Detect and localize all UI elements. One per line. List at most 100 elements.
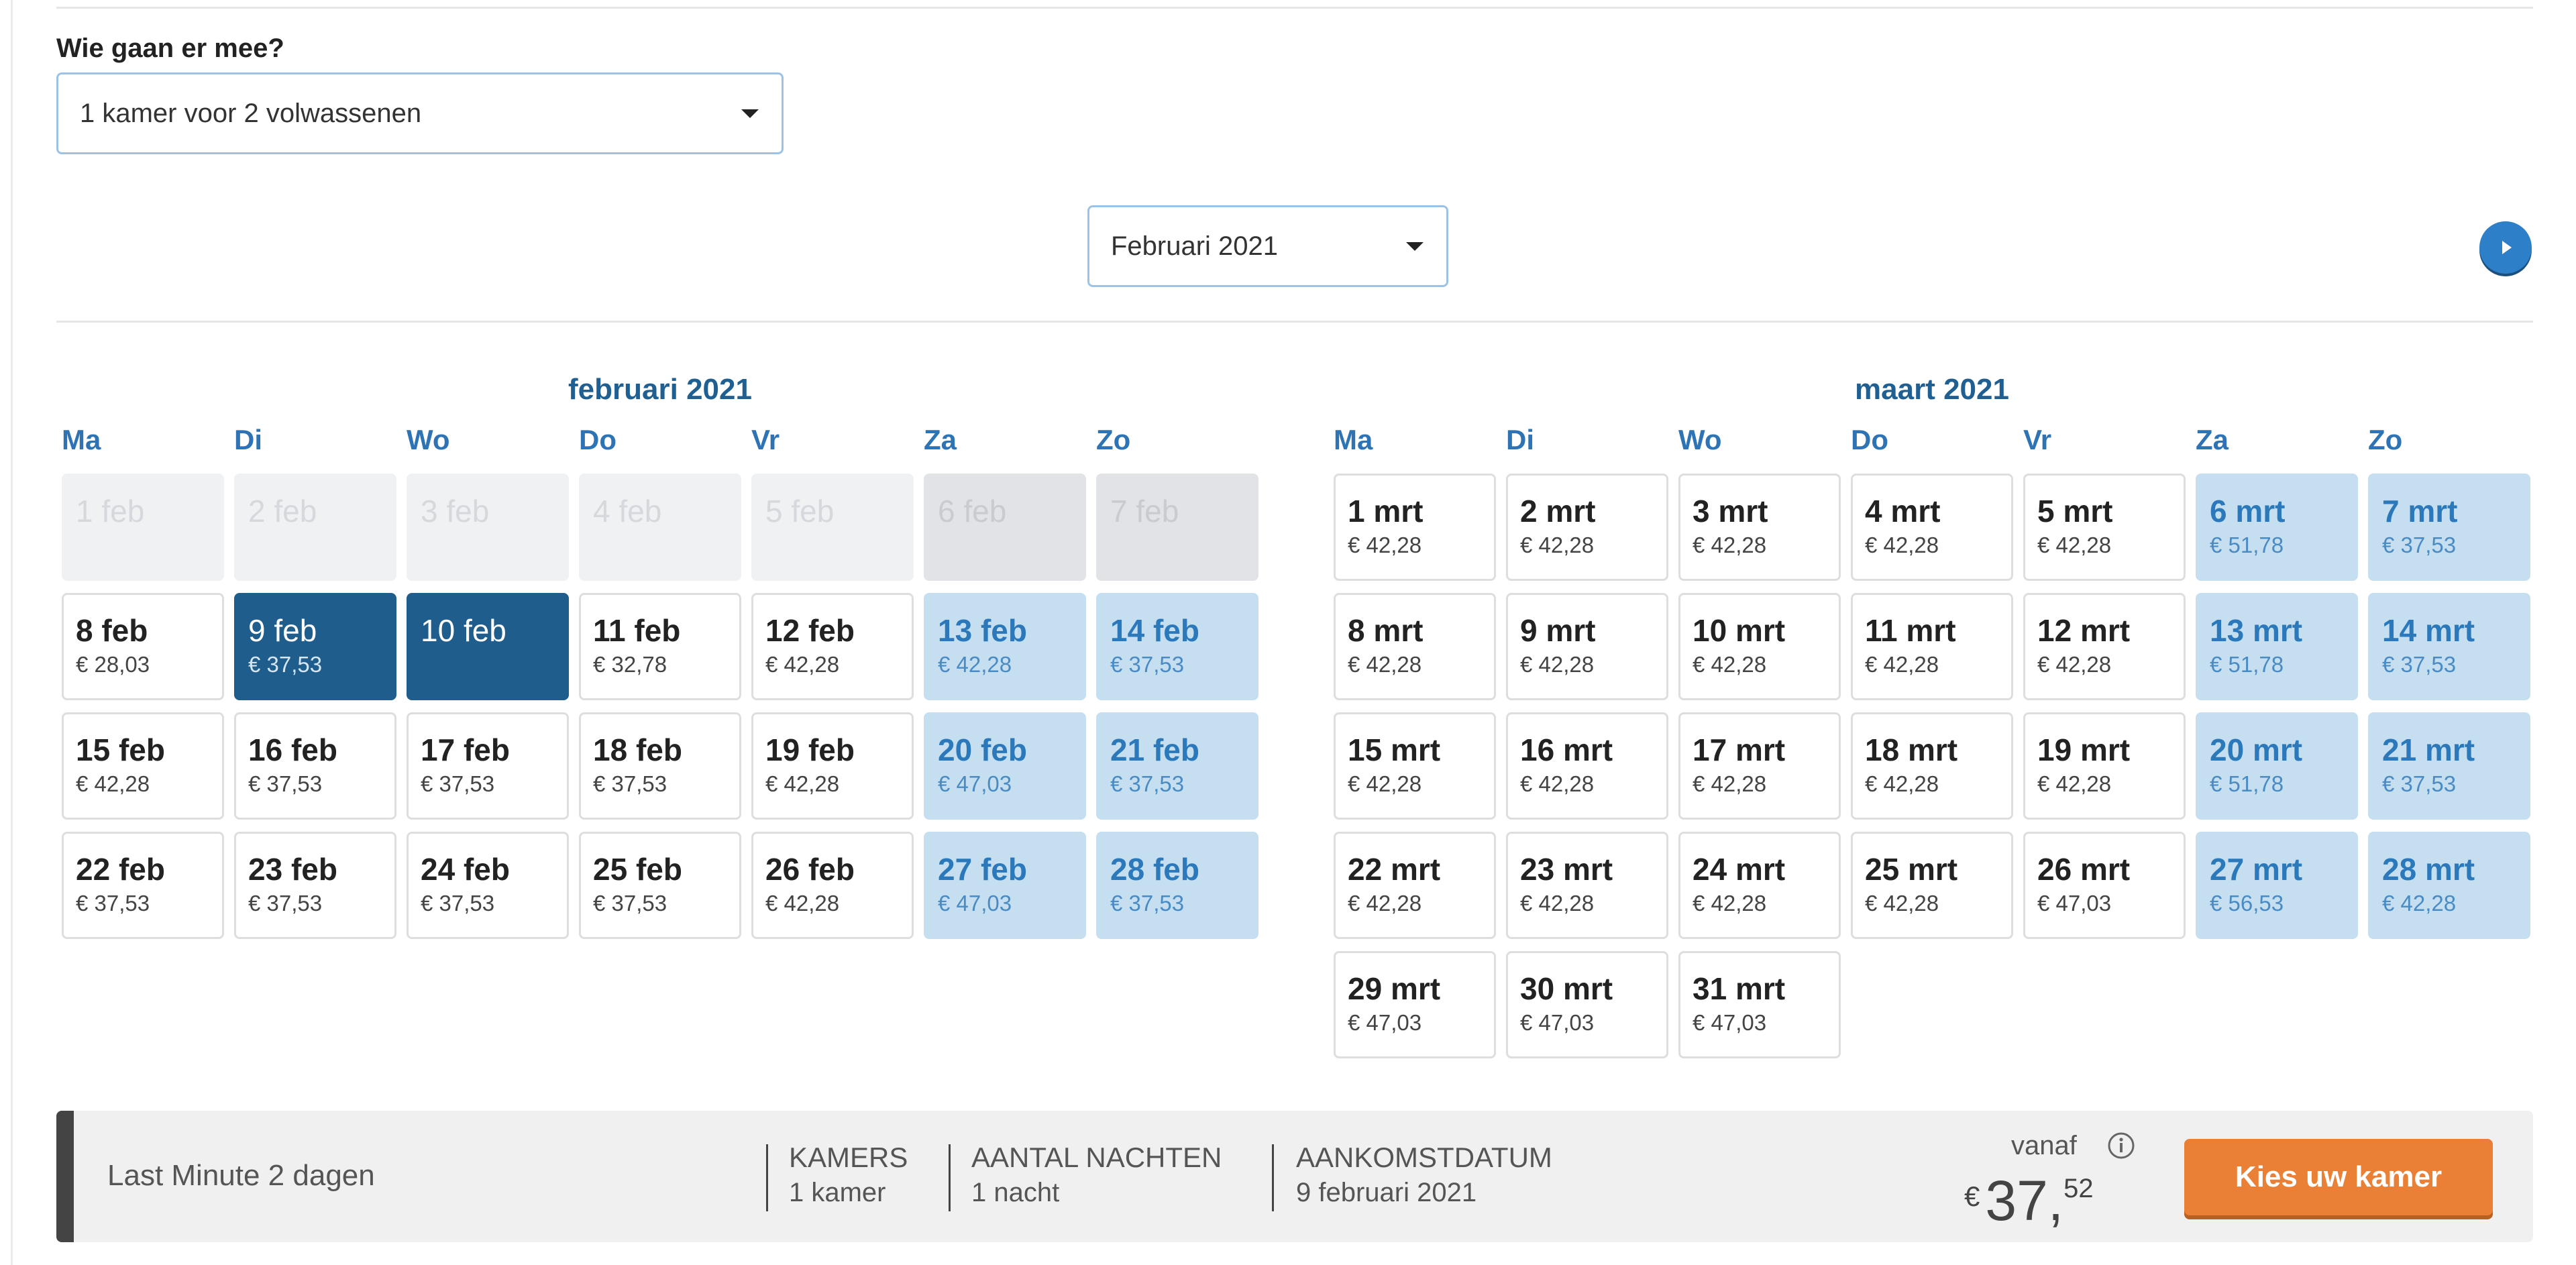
calendar-day: 7 feb	[1096, 474, 1258, 581]
calendar-day[interactable]: 10 feb	[407, 593, 569, 700]
calendar-day[interactable]: 1 mrt € 42,28	[1334, 474, 1496, 581]
calendar-day[interactable]: 18 mrt € 42,28	[1851, 712, 2013, 820]
guests-select[interactable]: 1 kamer voor 2 volwassenen	[56, 72, 784, 154]
day-label: 13 feb	[938, 613, 1027, 648]
calendar-day[interactable]: 22 mrt € 42,28	[1334, 832, 1496, 939]
day-label: 21 feb	[1110, 732, 1199, 767]
day-price: € 37,53	[421, 771, 495, 796]
calendar-day[interactable]: 31 mrt € 47,03	[1678, 951, 1841, 1058]
package-title: Last Minute 2 dagen	[107, 1159, 375, 1192]
day-price: € 37,53	[593, 891, 667, 916]
calendar-day[interactable]: 29 mrt € 47,03	[1334, 951, 1496, 1058]
calendar-day[interactable]: 21 feb € 37,53	[1096, 712, 1258, 820]
calendar-day[interactable]: 4 mrt € 42,28	[1851, 474, 2013, 581]
day-label: 26 mrt	[2037, 852, 2131, 887]
day-label: 9 mrt	[1520, 613, 1596, 648]
calendar-day[interactable]: 23 feb € 37,53	[234, 832, 396, 939]
calendar-day[interactable]: 11 feb € 32,78	[579, 593, 741, 700]
divider	[56, 7, 2533, 9]
calendar-day[interactable]: 27 feb € 47,03	[924, 832, 1086, 939]
day-price: € 37,53	[248, 771, 323, 796]
calendar-day[interactable]: 17 mrt € 42,28	[1678, 712, 1841, 820]
next-month-button[interactable]	[2479, 221, 2532, 274]
calendar-day[interactable]: 20 feb € 47,03	[924, 712, 1086, 820]
rooms-label: KAMERS	[789, 1142, 908, 1173]
nights-value: 1 nacht	[971, 1178, 1060, 1207]
calendar-day[interactable]: 12 mrt € 42,28	[2023, 593, 2186, 700]
day-label: 16 mrt	[1520, 732, 1613, 767]
day-label: 15 mrt	[1348, 732, 1441, 767]
calendar-day[interactable]: 12 feb € 42,28	[751, 593, 914, 700]
day-label: 11 mrt	[1865, 613, 1956, 648]
choose-room-button[interactable]: Kies uw kamer	[2184, 1139, 2493, 1215]
day-label: 5 feb	[765, 494, 835, 529]
day-price: € 42,28	[765, 771, 840, 796]
day-label: 1 feb	[76, 494, 145, 529]
calendar-day[interactable]: 18 feb € 37,53	[579, 712, 741, 820]
calendar-day[interactable]: 20 mrt € 51,78	[2196, 712, 2358, 820]
day-label: 19 feb	[765, 732, 855, 767]
day-label: 5 mrt	[2037, 494, 2113, 529]
calendar-day[interactable]: 14 feb € 37,53	[1096, 593, 1258, 700]
calendar-day[interactable]: 13 feb € 42,28	[924, 593, 1086, 700]
calendar-day[interactable]: 9 mrt € 42,28	[1506, 593, 1668, 700]
day-price: € 47,03	[938, 771, 1012, 796]
calendar-day[interactable]: 9 feb € 37,53	[234, 593, 396, 700]
calendar-day[interactable]: 13 mrt € 51,78	[2196, 593, 2358, 700]
calendar-day[interactable]: 17 feb € 37,53	[407, 712, 569, 820]
calendar-day[interactable]: 15 mrt € 42,28	[1334, 712, 1496, 820]
price-currency: €	[1964, 1180, 1980, 1212]
calendar-day[interactable]: 23 mrt € 42,28	[1506, 832, 1668, 939]
calendar-day[interactable]: 19 mrt € 42,28	[2023, 712, 2186, 820]
calendar-day: 2 feb	[234, 474, 396, 581]
calendar-day[interactable]: 19 feb € 42,28	[751, 712, 914, 820]
day-price: € 42,28	[1693, 891, 1767, 916]
day-label: 4 mrt	[1865, 494, 1941, 529]
separator	[1272, 1144, 1274, 1211]
day-label: 6 feb	[938, 494, 1007, 529]
calendar-day[interactable]: 5 mrt € 42,28	[2023, 474, 2186, 581]
calendar-day[interactable]: 22 feb € 37,53	[62, 832, 224, 939]
day-price: € 37,53	[2382, 533, 2457, 557]
calendar-day[interactable]: 26 feb € 42,28	[751, 832, 914, 939]
day-label: 23 mrt	[1520, 852, 1613, 887]
calendar-day[interactable]: 26 mrt € 47,03	[2023, 832, 2186, 939]
calendar-day[interactable]: 28 mrt € 42,28	[2368, 832, 2530, 939]
price-whole: 37,	[1985, 1169, 2064, 1232]
day-label: 11 feb	[593, 613, 681, 648]
calendar-day[interactable]: 2 mrt € 42,28	[1506, 474, 1668, 581]
separator	[949, 1144, 951, 1211]
day-price: € 42,28	[1865, 891, 1939, 916]
month-select[interactable]: Februari 2021	[1087, 205, 1448, 287]
calendar-day[interactable]: 6 mrt € 51,78	[2196, 474, 2358, 581]
booking-summary-bar: Last Minute 2 dagen KAMERS 1 kamer AANTA…	[56, 1111, 2533, 1242]
calendar-day[interactable]: 25 mrt € 42,28	[1851, 832, 2013, 939]
calendar-day[interactable]: 27 mrt € 56,53	[2196, 832, 2358, 939]
rooms-value: 1 kamer	[789, 1178, 886, 1207]
day-label: 16 feb	[248, 732, 337, 767]
calendar-day[interactable]: 3 mrt € 42,28	[1678, 474, 1841, 581]
calendar-day[interactable]: 15 feb € 42,28	[62, 712, 224, 820]
calendar-day[interactable]: 25 feb € 37,53	[579, 832, 741, 939]
calendar-day[interactable]: 8 feb € 28,03	[62, 593, 224, 700]
calendar-day[interactable]: 30 mrt € 47,03	[1506, 951, 1668, 1058]
calendar-day[interactable]: 10 mrt € 42,28	[1678, 593, 1841, 700]
calendar-day[interactable]: 7 mrt € 37,53	[2368, 474, 2530, 581]
calendar-day[interactable]: 8 mrt € 42,28	[1334, 593, 1496, 700]
calendar-day[interactable]: 24 mrt € 42,28	[1678, 832, 1841, 939]
calendar-day[interactable]: 21 mrt € 37,53	[2368, 712, 2530, 820]
calendar-day[interactable]: 24 feb € 37,53	[407, 832, 569, 939]
day-label: 12 feb	[765, 613, 855, 648]
calendar-day[interactable]: 16 feb € 37,53	[234, 712, 396, 820]
weekday-header: Za	[924, 424, 957, 455]
day-label: 2 feb	[248, 494, 317, 529]
month-select-value: Februari 2021	[1111, 231, 1279, 261]
info-icon[interactable]	[2106, 1131, 2136, 1160]
weekday-header: Wo	[1678, 424, 1722, 455]
day-label: 7 mrt	[2382, 494, 2458, 529]
calendar-day[interactable]: 11 mrt € 42,28	[1851, 593, 2013, 700]
calendar-day[interactable]: 28 feb € 37,53	[1096, 832, 1258, 939]
day-price: € 42,28	[1865, 771, 1939, 796]
calendar-day[interactable]: 14 mrt € 37,53	[2368, 593, 2530, 700]
calendar-day[interactable]: 16 mrt € 42,28	[1506, 712, 1668, 820]
